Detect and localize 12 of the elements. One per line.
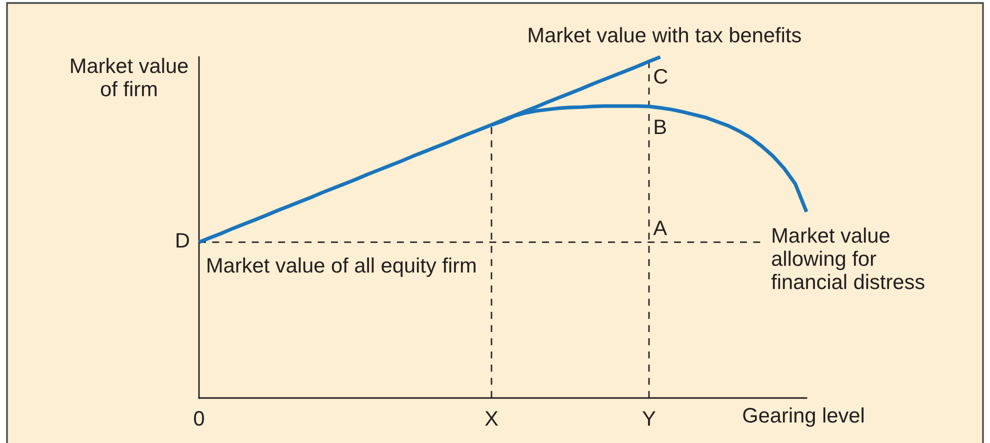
x-tick-label: Y (642, 411, 656, 426)
x-tick-label: 0 (194, 411, 204, 426)
x-axis-title: Gearing level (743, 407, 864, 427)
annotation: C (654, 68, 668, 84)
annotation: A (653, 220, 668, 236)
annotation: B (654, 120, 666, 134)
x-tick-label: X (485, 411, 498, 426)
series-label: Market value with tax benefits (528, 27, 801, 42)
annotation: D (176, 233, 189, 248)
y-axis-title: Market value of firm (71, 58, 188, 96)
series-label: Market value allowing for financial distress (771, 228, 924, 290)
annotation: Market value of all equity firm (208, 257, 476, 277)
